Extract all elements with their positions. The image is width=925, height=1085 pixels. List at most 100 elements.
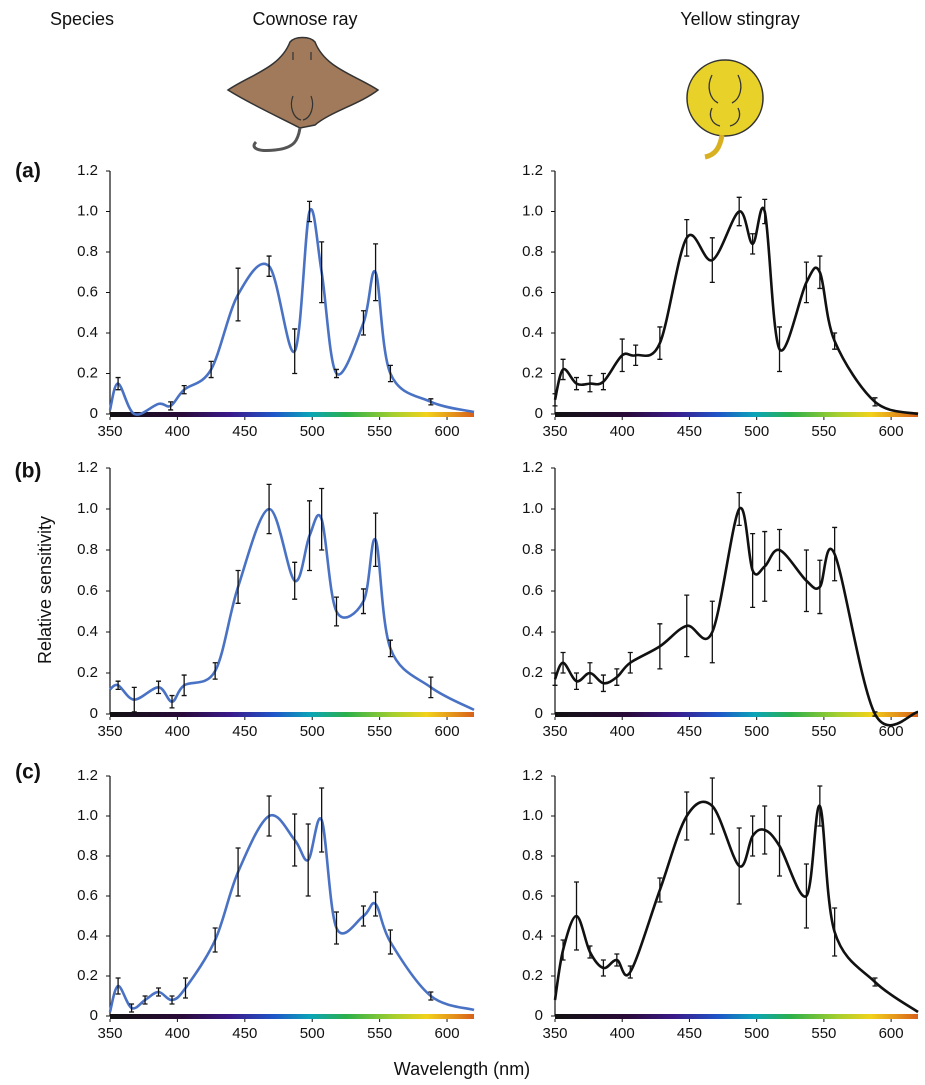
spectrum-bar [110,712,474,717]
error-bar [129,1003,135,1013]
sensitivity-curve [108,813,475,1013]
error-bar [736,827,742,905]
sensitivity-curve [553,800,919,1014]
x-tick-label: 350 [97,1025,122,1042]
x-tick-label: 350 [542,423,567,440]
x-tick-label: 550 [811,1025,836,1042]
error-bar [428,991,434,1001]
error-bar [684,218,690,257]
y-tick-label: 0 [90,705,98,722]
error-bar [156,680,162,695]
error-bar [373,891,379,917]
y-tick-label: 1.0 [77,500,98,517]
x-tick-label: 450 [677,1025,702,1042]
error-bar [762,805,768,855]
x-tick-label: 550 [811,423,836,440]
error-bar [552,393,558,407]
error-bar [574,881,580,951]
error-bar [762,530,768,602]
x-tick-label: 500 [300,723,325,740]
error-bar [266,483,272,535]
x-tick-label: 550 [367,723,392,740]
x-tick-label: 500 [300,1025,325,1042]
error-bar [633,344,639,367]
error-bar [212,927,218,953]
error-bar [817,559,823,615]
y-tick-label: 0.6 [522,582,543,599]
y-tick-label: 1.2 [522,459,543,476]
x-tick-label: 450 [677,423,702,440]
error-bar [817,255,823,290]
error-bar [777,326,783,373]
error-bar [657,623,663,670]
error-bar [657,877,663,903]
error-bar [360,588,366,615]
error-bar [181,385,187,395]
yellow-stingray-icon [686,59,764,160]
error-bar [600,674,606,693]
y-tick-label: 0 [535,705,543,722]
x-tick-label: 550 [367,423,392,440]
sensitivity-curve [108,207,475,416]
error-bar [750,815,756,857]
x-tick-label: 500 [300,423,325,440]
error-bar [762,198,768,225]
y-tick-label: 0 [90,1007,98,1024]
error-bar [182,977,188,999]
x-tick-label: 350 [97,423,122,440]
error-bar [736,196,742,227]
x-tick-label: 350 [542,723,567,740]
error-bar [587,662,593,684]
y-tick-label: 0 [535,1007,543,1024]
error-bar [266,255,272,277]
error-bar [168,401,174,411]
y-tick-label: 0.4 [77,927,98,944]
error-bar [292,813,298,867]
error-bar [319,241,325,304]
x-tick-label: 600 [879,423,904,440]
error-bar [619,338,625,373]
x-tick-label: 500 [744,1025,769,1042]
x-tick-label: 450 [232,1025,257,1042]
y-tick-label: 1.2 [77,767,98,784]
y-tick-label: 0 [535,405,543,422]
error-bar [169,694,175,709]
error-bar [333,596,339,627]
error-bar [803,261,809,304]
error-bar [333,368,339,379]
error-bar [614,668,620,686]
x-tick-label: 600 [435,723,460,740]
y-tick-label: 0.8 [77,243,98,260]
y-tick-label: 1.0 [77,202,98,219]
error-bar [552,672,558,686]
error-bar [600,372,606,391]
sensitivity-curve [553,506,919,727]
error-bar [832,907,838,957]
error-bar [750,233,756,255]
error-bar [115,376,121,391]
error-bar [387,364,393,383]
spectrum-bar [555,412,918,417]
x-tick-label: 400 [165,1025,190,1042]
y-tick-label: 0.8 [522,243,543,260]
error-bar [803,549,809,613]
error-bar [387,639,393,658]
error-bar [307,500,313,572]
y-tick-label: 1.0 [77,807,98,824]
sensitivity-curve [109,507,475,712]
y-tick-label: 0 [90,405,98,422]
x-tick-label: 450 [232,423,257,440]
sensitivity-curve [553,206,919,416]
x-tick-label: 350 [97,723,122,740]
y-tick-label: 1.0 [522,202,543,219]
error-bar [709,237,715,284]
error-bar [560,939,566,961]
error-bar [292,561,298,600]
error-bar [750,532,756,609]
error-bar [736,491,742,527]
y-tick-label: 0.4 [522,927,543,944]
spectrum-bar [555,712,918,717]
error-bar [169,995,175,1005]
y-tick-label: 0.4 [522,623,543,640]
y-tick-label: 0.2 [522,967,543,984]
